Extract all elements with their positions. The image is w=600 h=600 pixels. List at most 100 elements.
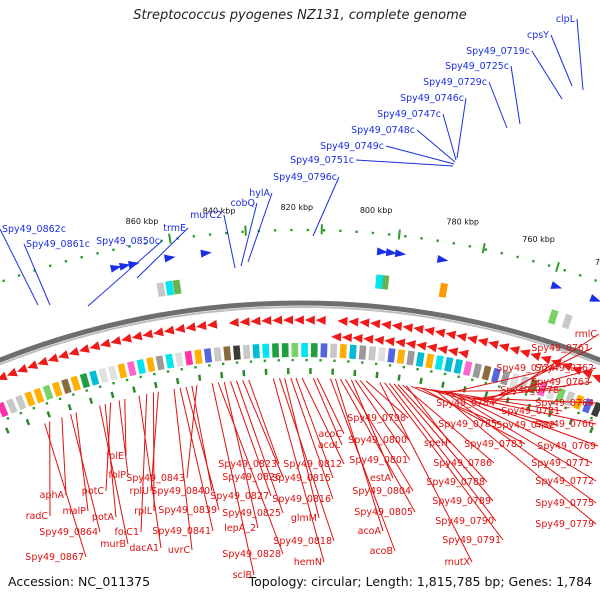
red-gene-label: Spy49_0805: [354, 507, 413, 518]
cog-block: [15, 394, 27, 411]
scale-dot: [98, 385, 102, 388]
red-gene-label-leader: [301, 377, 345, 465]
red-gene-label-leader: [384, 382, 504, 541]
red-gene-label-leader: [470, 397, 597, 404]
blue-gene-label: Spy49_0751c: [290, 155, 354, 166]
scale-dot: [241, 230, 244, 234]
feature-tick: [568, 418, 574, 425]
cog-block: [203, 348, 213, 363]
blue-gene-label: clpL: [556, 14, 576, 25]
scale-dot: [277, 359, 280, 362]
gene-arrow-reverse: [206, 319, 218, 329]
red-gene-label-leader: [140, 393, 148, 533]
red-gene-label: Spy49_0827: [210, 491, 269, 502]
red-gene-label-leader: [397, 384, 488, 483]
scale-dot: [355, 230, 358, 234]
cog-block: [172, 279, 182, 295]
blue-gene-label-leader: [136, 227, 189, 279]
scale-dot: [58, 397, 62, 401]
scale-dot: [374, 362, 378, 366]
scale-dot: [538, 397, 541, 400]
blue-gene-label-leader: [247, 192, 273, 263]
cog-block: [89, 370, 100, 386]
gene-arrow-reverse: [121, 333, 132, 343]
gene-arrow-reverse: [110, 336, 122, 345]
red-gene-label: malP: [63, 506, 87, 517]
red-gene-label: folE: [106, 451, 124, 462]
cog-block: [98, 367, 109, 384]
kbp-tick: [555, 261, 560, 273]
gene-arrow-reverse: [153, 327, 164, 337]
scale-dot: [128, 245, 131, 248]
scale-dot: [166, 370, 170, 373]
scale-dot: [221, 362, 225, 366]
red-gene-label: dacA1: [129, 543, 159, 554]
red-gene-label-leader: [217, 382, 284, 555]
blue-gene-label: Spy49_0729c: [423, 77, 487, 88]
cog-block: [368, 346, 377, 361]
gene-arrow-reverse: [293, 315, 304, 325]
red-gene-label: aphA: [40, 490, 65, 501]
scale-dot: [33, 269, 36, 272]
scale-dot: [484, 381, 487, 385]
red-gene-label-leader: [459, 394, 599, 447]
blue-gene-label-leader: [456, 97, 467, 159]
red-gene-label: Spy49_0764: [535, 398, 594, 409]
blue-gene-label-leader: [550, 34, 573, 87]
gene-arrow-reverse: [456, 332, 467, 342]
gene-arrow-reverse: [228, 317, 239, 327]
blue-gene-label: Spy49_0796c: [273, 172, 337, 183]
cog-block: [127, 361, 137, 377]
red-gene-label: Spy49_0761: [531, 343, 590, 354]
feature-tick: [88, 397, 94, 404]
feature-tick: [153, 381, 158, 389]
red-gene-label: radC: [26, 511, 49, 522]
gene-arrow-forward: [109, 264, 122, 273]
red-gene-label-leader: [402, 384, 495, 464]
scale-dot: [125, 378, 129, 382]
red-gene-label: Spy49_0762: [535, 363, 594, 374]
kbp-tick: [244, 225, 247, 236]
cog-block: [117, 363, 128, 379]
blue-gene-label: Spy49_0747c: [377, 109, 441, 120]
red-gene-label-leader: [316, 377, 345, 435]
gene-arrow-reverse: [0, 371, 8, 381]
scale-dot: [290, 228, 293, 232]
blue-gene-label: Spy49_0725c: [445, 61, 509, 72]
red-gene-label: Spy49_0841: [152, 526, 211, 537]
red-gene-label: Spy49_0789: [432, 496, 491, 507]
gene-arrow-reverse: [434, 328, 446, 338]
red-gene-label: Spy49_0816: [272, 494, 331, 505]
red-gene-label-leader: [185, 386, 220, 511]
red-gene-label-leader: [415, 386, 498, 404]
red-gene-label-leader: [450, 392, 597, 482]
red-gene-label-leader: [350, 379, 394, 479]
scale-dot: [468, 245, 472, 248]
cog-block: [396, 349, 406, 365]
gene-arrow-reverse: [445, 330, 457, 340]
cog-block: [165, 353, 175, 369]
scale-dot: [436, 239, 439, 242]
blue-gene-label-leader: [240, 202, 258, 267]
red-gene-label: Spy49_0784: [436, 398, 495, 409]
red-gene-label: Spy49_0815: [272, 473, 331, 484]
scale-dot: [49, 264, 52, 267]
feature-tick: [526, 403, 532, 411]
red-gene-label-leader: [99, 405, 129, 545]
cog-block: [472, 363, 482, 379]
scale-dot: [6, 417, 10, 420]
cog-block: [242, 344, 251, 360]
cog-block: [233, 345, 241, 360]
gene-arrow-reverse: [250, 316, 261, 326]
scale-dot: [420, 237, 423, 240]
accession-label: Accession: NC_011375: [8, 574, 151, 589]
gene-arrow-forward: [127, 261, 140, 269]
gene-arrow-forward: [550, 281, 563, 289]
gene-arrow-forward: [376, 247, 389, 256]
gene-arrow-reverse: [373, 335, 385, 345]
gene-arrow-reverse: [447, 347, 459, 357]
kbp-label: 800 kbp: [360, 206, 393, 215]
scale-dot: [112, 382, 115, 385]
red-gene-label: Spy49_0801: [349, 455, 408, 466]
gene-arrow-reverse: [466, 335, 478, 345]
